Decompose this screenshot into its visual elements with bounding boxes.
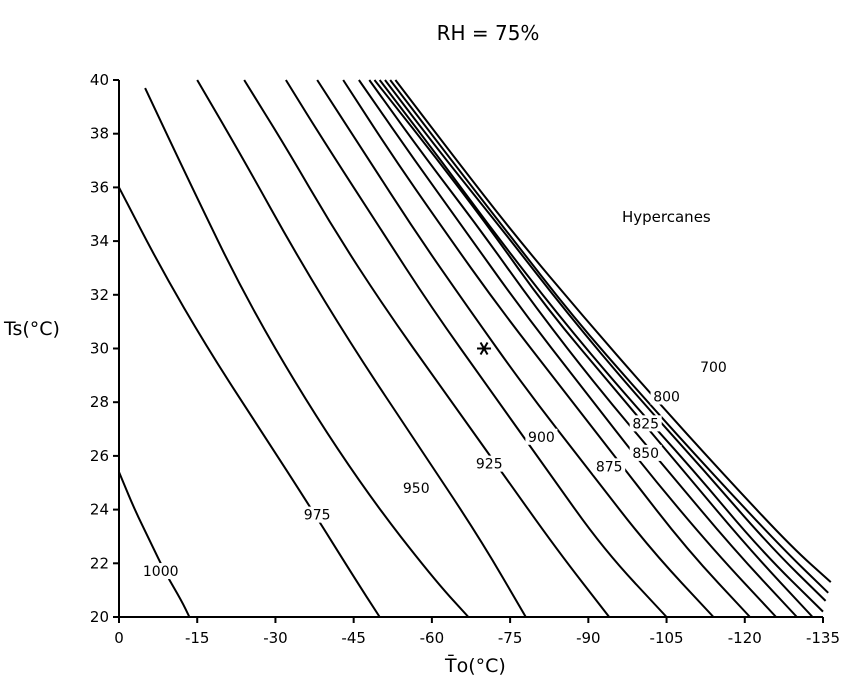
contour-line-825 [368,79,798,618]
y-tick-label: 36 [90,178,109,196]
y-tick-label: 22 [90,554,109,572]
contour-label-900: 900 [528,430,555,446]
ticks-group: 0 -15 -30 -45 -60 -75 -90 -105 -120 -135 20 22 24 26 2… [90,71,840,647]
contour-label-800: 800 [653,390,680,406]
contour-label-bg [525,428,558,445]
x-tick-label: -30 [263,629,288,647]
y-axis-label: Ts(°C) [3,318,60,340]
x-tick-label: -105 [650,629,684,647]
x-tick-label: -15 [185,629,210,647]
contour-label-bg [593,458,626,475]
contour-labels-group: 1000 975 950 925 900 875 850 825 800 700 [143,358,730,580]
contour-label-700: 700 [700,360,727,376]
contour-label-825: 825 [632,416,659,432]
contour-label-850: 850 [632,446,659,462]
x-tick-label: 0 [114,629,124,647]
contour-label-875: 875 [596,459,623,475]
x-tick-label: -120 [728,629,762,647]
x-tick-label: -90 [576,629,601,647]
contour-line-unlabeled-12 [384,79,827,602]
contour-label-bg [697,358,730,375]
contour-line-975 [144,87,470,618]
y-tick-label: 30 [90,340,109,358]
y-tick-label: 38 [90,125,109,143]
contours-group [118,79,832,618]
contour-label-975: 975 [304,508,331,524]
contour-line-700 [389,79,829,594]
contour-label-bg [629,415,662,432]
contour-line-unlabeled-1 [118,186,381,618]
contour-label-bg [650,388,683,405]
chart-title: RH = 75% [437,21,540,45]
contour-label-bg [629,444,662,461]
contour-line-850 [358,79,777,618]
contour-label-bg [144,563,177,580]
contour-label-950: 950 [403,481,430,497]
x-axis-label: T̄o(°C) [444,653,506,677]
y-tick-label: 34 [90,232,109,250]
contour-label-925: 925 [476,457,503,473]
contour-line-925 [285,79,668,618]
x-tick-label: -75 [498,629,523,647]
contour-label-bg [301,506,334,523]
y-tick-label: 26 [90,447,109,465]
contour-line-unlabeled-14 [394,79,832,583]
contour-label-bg [400,479,433,496]
contour-line-875 [342,79,751,618]
y-tick-label: 20 [90,608,109,626]
contour-line-800 [373,79,814,618]
contour-line-unlabeled-3 [196,79,527,618]
x-tick-label: -60 [420,629,445,647]
contour-label-bg [473,455,506,472]
contour-label-1000: 1000 [143,564,179,580]
hypercanes-annotation: Hypercanes [622,208,711,226]
y-tick-label: 24 [90,501,109,519]
star-marker-stroke [479,341,489,356]
y-tick-label: 40 [90,71,109,89]
contour-line-unlabeled-11 [378,79,824,613]
contour-line-950 [243,79,610,618]
contour-line-1000 [118,471,191,618]
x-tick-label: -135 [806,629,840,647]
y-tick-label: 28 [90,393,109,411]
contour-line-900 [316,79,715,618]
y-tick-label: 32 [90,286,109,304]
star-marker [477,341,492,356]
x-tick-label: -45 [341,629,366,647]
